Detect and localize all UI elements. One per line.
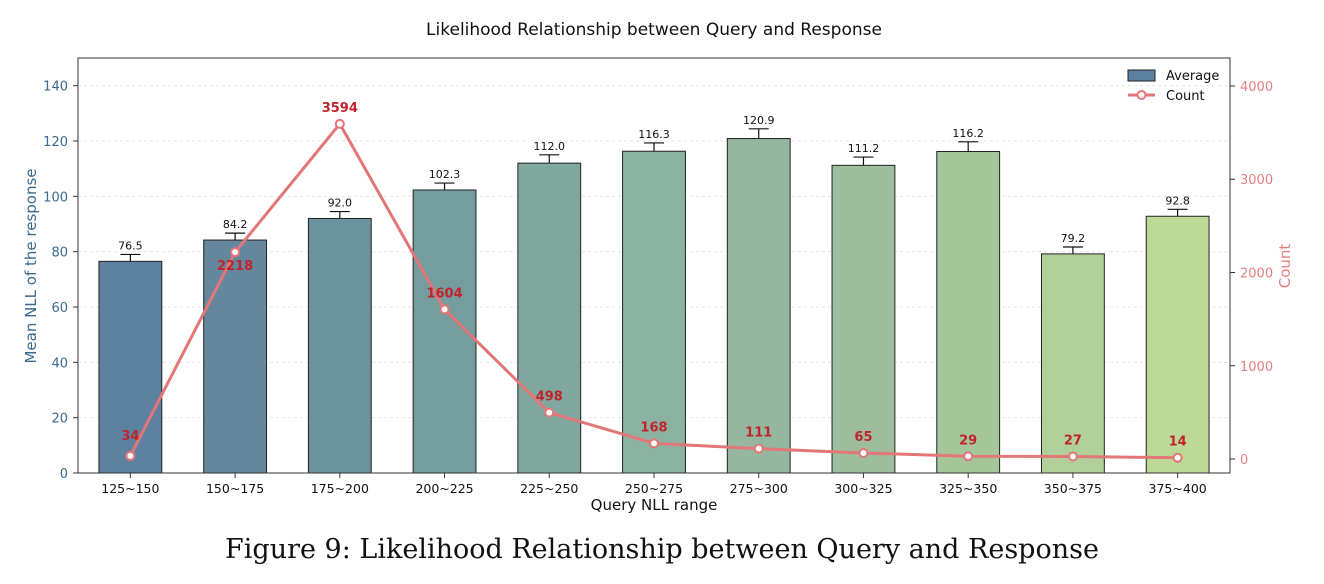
- legend-marker-count: [1136, 90, 1147, 100]
- labels-layer: 76.5 84.2 92.0 102.3 112.0 116.3 120.9 111.2 116…: [118, 101, 1190, 450]
- y2-tick-label: 3000: [1240, 173, 1273, 188]
- y-tick-label: 40: [51, 356, 68, 371]
- chart-title: Likelihood Relationship between Query an…: [426, 20, 882, 40]
- count-value-label: 65: [854, 430, 872, 445]
- count-value-label: 29: [959, 433, 977, 448]
- y-tick-label: 140: [43, 80, 68, 95]
- bar: [307, 217, 372, 474]
- y2-axis-title: Count: [1276, 244, 1294, 289]
- bar: [831, 164, 896, 474]
- count-value-label: 168: [640, 420, 667, 435]
- y-axis-title: Mean NLL of the response: [22, 168, 40, 363]
- y2-tick-label: 1000: [1240, 360, 1273, 375]
- count-value-label: 14: [1169, 435, 1187, 450]
- bar: [726, 138, 791, 474]
- x-tick-label: 375~400: [1149, 481, 1207, 496]
- bar: [203, 239, 268, 474]
- bar: [517, 162, 582, 474]
- y2-tick-label: 2000: [1240, 266, 1273, 281]
- line-layer: [125, 118, 1183, 463]
- count-point: [544, 407, 555, 418]
- bar-value-label: 79.2: [1061, 232, 1086, 245]
- bar-value-label: 84.2: [223, 218, 248, 231]
- legend: Average Count: [1127, 69, 1219, 104]
- x-tick-label: 325~350: [939, 481, 997, 496]
- bar-value-label: 92.8: [1165, 194, 1190, 207]
- figure-caption: Figure 9: Likelihood Relationship betwee…: [225, 534, 1099, 565]
- bar-value-label: 116.3: [638, 128, 670, 141]
- y-tick-label: 60: [51, 301, 68, 316]
- bar-value-label: 120.9: [743, 114, 775, 127]
- x-tick-label: 200~225: [415, 481, 473, 496]
- x-tick-label: 175~200: [311, 481, 369, 496]
- bar: [1145, 215, 1210, 474]
- count-point: [753, 443, 764, 454]
- chart: Likelihood Relationship between Query an…: [22, 20, 1294, 514]
- bar: [98, 260, 163, 474]
- y2-tick-label: 0: [1240, 453, 1248, 468]
- x-axis-title: Query NLL range: [591, 496, 718, 514]
- bar-value-label: 92.0: [328, 197, 353, 210]
- y2-tick-label: 4000: [1240, 80, 1273, 95]
- legend-label-count: Count: [1166, 89, 1205, 104]
- x-tick-label: 275~300: [730, 481, 788, 496]
- x-tick-label: 225~250: [520, 481, 578, 496]
- count-point: [334, 118, 345, 129]
- count-point: [230, 247, 241, 258]
- x-tick-label: 350~375: [1044, 481, 1102, 496]
- count-point: [858, 447, 869, 458]
- x-tick-label: 150~175: [206, 481, 264, 496]
- legend-swatch-average: [1127, 69, 1156, 82]
- x-tick-label: 125~150: [101, 481, 159, 496]
- x-tick-label: 250~275: [625, 481, 683, 496]
- count-point: [439, 304, 450, 315]
- y-tick-label: 0: [60, 467, 68, 482]
- count-point: [1172, 452, 1183, 463]
- count-value-label: 27: [1064, 433, 1082, 448]
- axes-layer: 0 20 40 60 80 100 120 140 0 1000 2000 3000 4000 125~1…: [43, 57, 1273, 496]
- count-point: [125, 450, 136, 461]
- bar-value-label: 102.3: [429, 168, 461, 181]
- count-point: [1067, 451, 1078, 462]
- count-point: [649, 438, 659, 449]
- bar-value-label: 111.2: [848, 142, 880, 155]
- count-value-label: 34: [121, 429, 139, 444]
- count-value-label: 111: [745, 426, 772, 441]
- y-tick-label: 20: [51, 412, 68, 427]
- count-value-label: 1604: [426, 286, 462, 301]
- bar: [936, 151, 1001, 474]
- bar-value-label: 116.2: [952, 127, 984, 140]
- x-tick-label: 300~325: [834, 481, 892, 496]
- legend-label-average: Average: [1166, 69, 1219, 84]
- bar: [622, 150, 686, 474]
- bar-value-label: 76.5: [118, 239, 143, 252]
- y-tick-label: 80: [51, 246, 68, 261]
- count-value-label: 2218: [217, 259, 253, 274]
- count-value-label: 3594: [322, 101, 358, 116]
- bar-value-label: 112.0: [534, 140, 566, 153]
- bars-layer: [98, 128, 1210, 474]
- y-tick-label: 120: [43, 135, 68, 150]
- count-point: [963, 451, 974, 462]
- bar: [1040, 253, 1105, 474]
- count-value-label: 498: [536, 390, 563, 405]
- y-tick-label: 100: [43, 190, 68, 205]
